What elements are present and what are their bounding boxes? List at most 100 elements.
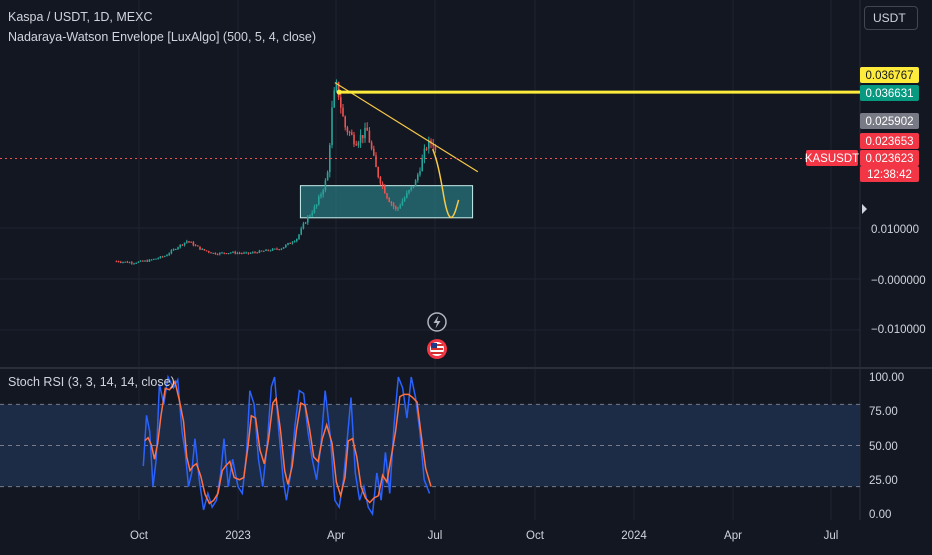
candle-body xyxy=(370,142,373,149)
candle-body xyxy=(399,205,402,208)
zone-rect[interactable] xyxy=(299,185,474,219)
candle-body xyxy=(234,251,237,254)
candle-body xyxy=(353,134,355,145)
candle-body xyxy=(364,127,366,139)
time-axis-label: Oct xyxy=(130,530,149,542)
candle-body xyxy=(201,248,204,250)
candle-body xyxy=(340,97,342,108)
candle-body xyxy=(285,244,287,248)
candle-body xyxy=(148,259,151,262)
candle-body xyxy=(287,243,289,245)
rsi-tick-label: 50.00 xyxy=(869,441,898,453)
price-label: 12:38:42 xyxy=(860,166,919,182)
candle-body xyxy=(260,250,263,252)
candle-body xyxy=(357,142,360,146)
price-label-text: 0.036767 xyxy=(866,70,914,82)
candle-body xyxy=(375,155,377,168)
rsi-tick-label: 0.00 xyxy=(869,509,891,521)
candle-body xyxy=(362,135,364,139)
candle-body xyxy=(115,261,118,263)
support-zone[interactable] xyxy=(299,185,474,219)
candle-body xyxy=(166,254,168,257)
candle-body xyxy=(122,261,124,263)
candle-body xyxy=(181,244,184,246)
candle-body xyxy=(133,263,135,265)
candle-body xyxy=(192,242,195,246)
candle-body xyxy=(307,216,309,223)
candle-body xyxy=(355,144,358,146)
symbol-title[interactable]: Kaspa / USDT, 1D, MEXC xyxy=(8,10,153,24)
candle-body xyxy=(342,107,344,117)
candle-body xyxy=(335,82,338,91)
candle-body xyxy=(397,207,399,209)
candle-body xyxy=(232,251,234,253)
candle-body xyxy=(175,249,177,251)
candle-body xyxy=(298,234,300,239)
candle-body xyxy=(293,241,296,243)
candle-body xyxy=(434,145,437,150)
candle-body xyxy=(170,250,173,254)
level-anchor[interactable] xyxy=(336,89,342,95)
candle-body xyxy=(324,180,327,191)
stoch-rsi-lines xyxy=(142,374,432,517)
candle-body xyxy=(153,258,155,260)
candle-body xyxy=(432,143,435,146)
price-label-text: 0.023623 xyxy=(866,153,914,165)
candle-body xyxy=(390,201,393,204)
candle-body xyxy=(346,127,349,133)
indicator-title[interactable]: Nadaraya-Watson Envelope [LuxAlgo] (500,… xyxy=(8,30,316,44)
candles xyxy=(115,79,437,265)
candle-body xyxy=(414,180,417,187)
stoch-d-line xyxy=(144,379,432,505)
scroll-arrow-icon[interactable] xyxy=(862,204,867,214)
candle-body xyxy=(227,252,230,254)
lightning-icon[interactable] xyxy=(427,312,447,332)
rsi-tick-label: 25.00 xyxy=(869,475,898,487)
candle-body xyxy=(117,261,120,263)
candle-body xyxy=(188,241,190,243)
candle-body xyxy=(146,260,149,262)
candle-body xyxy=(278,249,281,251)
candle-body xyxy=(139,260,142,262)
candle-body xyxy=(168,253,171,255)
currency-button[interactable]: USDT xyxy=(864,6,918,30)
trendline[interactable] xyxy=(334,82,479,173)
candle-body xyxy=(304,222,307,224)
candle-body xyxy=(344,116,347,128)
candle-body xyxy=(333,90,336,108)
ticker-tag-text: KASUSDT xyxy=(805,153,859,165)
candle-body xyxy=(271,248,274,251)
envelope-curve[interactable] xyxy=(432,148,460,219)
price-label-text: 0.023653 xyxy=(866,136,914,148)
candle-body xyxy=(225,253,228,255)
price-labels: 0.036767 0.036631 0.025902 0.023653 0.023623… xyxy=(805,67,919,182)
price-label-bg xyxy=(860,133,919,149)
event-markers[interactable] xyxy=(427,312,447,359)
candle-body xyxy=(280,248,283,250)
rsi-tick-label: 75.00 xyxy=(869,406,898,418)
candle-body xyxy=(124,261,127,263)
us-flag-icon[interactable] xyxy=(427,339,447,359)
price-tick-label: −0.010000 xyxy=(871,324,926,336)
candle-body xyxy=(216,254,219,256)
candle-body xyxy=(172,249,175,251)
candle-body xyxy=(161,256,164,258)
overlays[interactable] xyxy=(0,82,860,219)
candle-body xyxy=(392,203,395,207)
candle-body xyxy=(320,194,322,197)
candle-body xyxy=(296,238,298,242)
candle-body xyxy=(144,260,146,262)
time-axis-label: Oct xyxy=(526,530,545,542)
stoch-rsi-title[interactable]: Stoch RSI (3, 3, 14, 14, close) xyxy=(8,375,175,389)
candle-body xyxy=(311,212,314,216)
candle-body xyxy=(322,190,325,195)
candle-body xyxy=(203,248,206,251)
candle-body xyxy=(377,167,380,178)
candle-body xyxy=(177,247,179,250)
price-label-bg xyxy=(860,113,919,129)
candle-body xyxy=(313,206,316,213)
candle-body xyxy=(190,241,193,243)
candle-body xyxy=(155,258,157,260)
